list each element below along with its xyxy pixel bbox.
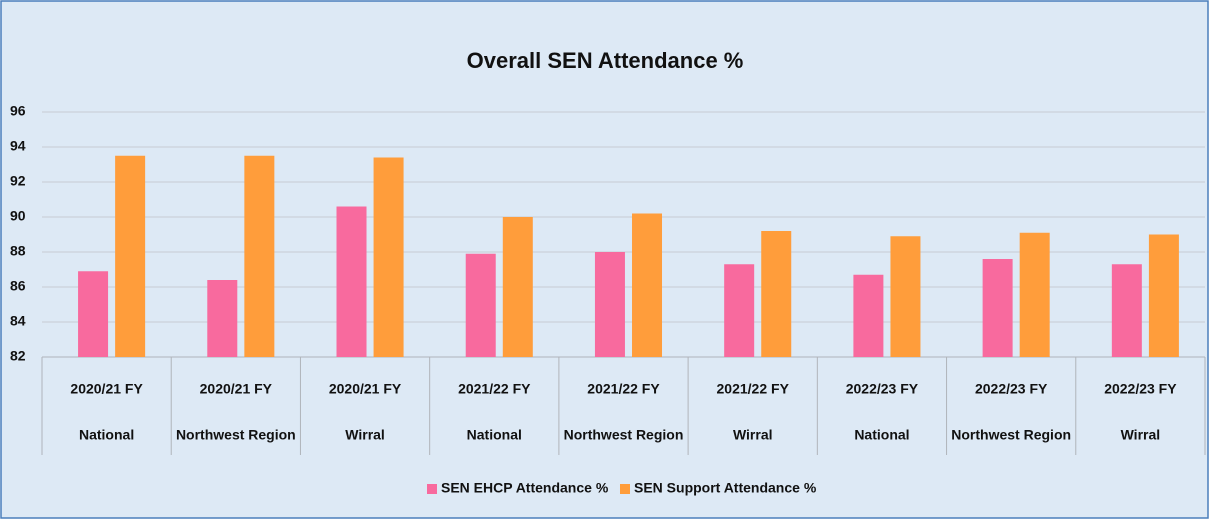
chart-title: Overall SEN Attendance % [467,48,744,73]
y-tick-label: 92 [10,173,26,189]
bar [853,274,884,357]
x-tick-label: 2022/23 FY [975,381,1048,397]
y-tick-label: 88 [10,243,26,259]
bar [761,231,792,357]
y-tick-label: 94 [10,138,26,154]
x-subcategory-label: National [467,427,522,443]
y-tick-label: 82 [10,348,26,364]
x-subcategory-label: Northwest Region [176,427,296,443]
x-tick-label: 2020/21 FY [200,381,273,397]
x-tick-label: 2022/23 FY [846,381,919,397]
bar [207,280,238,357]
bar [502,217,533,357]
y-tick-label: 84 [10,313,26,329]
x-tick-label: 2022/23 FY [1104,381,1177,397]
bar [594,252,625,357]
bar [465,253,496,357]
bar [78,271,109,357]
x-subcategory-label: National [854,427,909,443]
x-tick-label: 2020/21 FY [70,381,143,397]
x-subcategory-label: Wirral [733,427,773,443]
bar [1111,264,1142,357]
bar [336,206,367,357]
bar [632,213,663,357]
legend-swatch [427,484,437,494]
bar [244,155,275,357]
x-subcategory-label: Wirral [345,427,385,443]
legend-label: SEN Support Attendance % [634,480,817,496]
bar [724,264,755,357]
x-subcategory-label: Northwest Region [951,427,1071,443]
bar [1148,234,1179,357]
bar [373,157,404,357]
x-subcategory-label: Northwest Region [564,427,684,443]
x-tick-label: 2021/22 FY [458,381,531,397]
x-subcategory-label: Wirral [1121,427,1161,443]
bar [982,259,1013,357]
y-tick-label: 90 [10,208,26,224]
legend-swatch [620,484,630,494]
bar [1019,232,1050,357]
y-tick-label: 86 [10,278,26,294]
legend-label: SEN EHCP Attendance % [441,480,609,496]
x-tick-label: 2021/22 FY [717,381,790,397]
bar [890,236,921,357]
x-subcategory-label: National [79,427,134,443]
x-tick-label: 2020/21 FY [329,381,402,397]
x-tick-label: 2021/22 FY [587,381,660,397]
bar [115,155,146,357]
y-tick-label: 96 [10,103,26,119]
